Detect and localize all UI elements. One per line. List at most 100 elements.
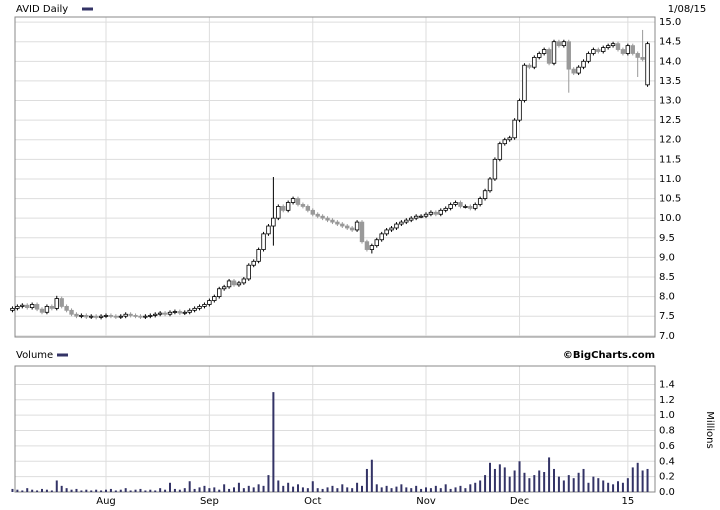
candle-body [409, 217, 414, 221]
candle-body [399, 221, 404, 225]
candle-body [325, 217, 330, 221]
candle-body [537, 53, 542, 58]
volume-bar [351, 488, 354, 492]
volume-bar [272, 392, 275, 492]
y-tick-label: 7.5 [659, 311, 675, 322]
candle-body [148, 315, 153, 317]
y-tick-label: 9.5 [659, 233, 675, 244]
candle-body [487, 178, 493, 192]
y-tick-label: 0.0 [659, 487, 675, 498]
volume-bar [538, 470, 541, 492]
volume-bar [602, 480, 605, 492]
volume-bar [331, 485, 334, 492]
volume-title: Volume [16, 350, 53, 361]
candle-body [610, 43, 616, 47]
candle-body [428, 211, 434, 215]
candle-body [320, 215, 325, 219]
candle-body [448, 204, 453, 209]
volume-bar [523, 472, 526, 492]
candle-body [635, 53, 640, 58]
candle-body [345, 225, 350, 229]
candle-body [192, 307, 197, 311]
x-tick-label: Sep [200, 496, 219, 507]
candle-body [482, 190, 488, 199]
volume-bar [597, 478, 600, 492]
candle-body [497, 143, 503, 160]
volume-bar [641, 470, 644, 492]
x-tick-label: 15 [621, 496, 634, 507]
volume-bar [242, 488, 245, 492]
volume-bar [489, 462, 491, 492]
volume-bar [193, 488, 196, 492]
candle-body [394, 223, 399, 229]
candle-body [118, 315, 123, 318]
candle-body [571, 68, 576, 74]
candle-body [438, 209, 443, 215]
candle-body [197, 306, 202, 309]
volume-bar [188, 481, 191, 492]
candle-body [413, 215, 419, 219]
volume-bar [587, 482, 590, 492]
candle-body [98, 315, 104, 318]
candle-body [640, 56, 645, 60]
volume-bar [31, 489, 34, 492]
candle-body [522, 64, 527, 101]
volume-bar [508, 476, 511, 492]
candle-body [374, 239, 379, 247]
volume-bar [134, 489, 137, 492]
candle-body [443, 207, 448, 211]
candle-body [15, 306, 20, 309]
volume-bar [636, 462, 639, 492]
volume-bar [169, 482, 171, 492]
y-tick-label: 8.5 [659, 272, 675, 283]
volume-bar [257, 484, 260, 492]
volume-bar [365, 468, 368, 492]
y-tick-label: 11.0 [659, 174, 681, 185]
volume-bar [513, 470, 516, 492]
volume-bar [631, 467, 634, 492]
candle-body [10, 307, 15, 311]
volume-bar [41, 488, 43, 492]
volume-bar [336, 488, 339, 492]
volume-bar [301, 487, 304, 492]
candle-body [182, 311, 187, 314]
x-tick-label: Aug [96, 496, 116, 507]
candle-body [512, 119, 517, 139]
volume-bar [144, 490, 147, 492]
y-tick-label: 1.2 [659, 395, 675, 406]
volume-bar [592, 476, 595, 492]
candle-body [212, 296, 217, 301]
candle-body [261, 233, 266, 250]
candle-body [79, 315, 84, 317]
volume-bar [400, 484, 403, 492]
candle-body [128, 313, 133, 316]
volume-bar [543, 472, 546, 492]
y-tick-label: 1.0 [659, 410, 675, 421]
volume-bar [326, 487, 329, 492]
candle-body [281, 206, 286, 211]
volume-bar [464, 488, 467, 492]
volume-bar [341, 484, 344, 492]
date-label: 1/08/15 [668, 4, 707, 15]
volume-bar [410, 488, 413, 492]
volume-bar [277, 480, 280, 492]
volume-bar [60, 485, 63, 492]
candle-body [601, 47, 606, 52]
volume-bar [218, 489, 221, 492]
candle-body [143, 315, 148, 318]
candle-body [517, 100, 522, 121]
y-tick-label: 9.0 [659, 252, 675, 263]
candle-body [177, 311, 183, 314]
volume-bar [208, 488, 211, 492]
volume-bar [223, 484, 226, 492]
volume-bar [370, 459, 373, 492]
y-tick-label: 0.8 [659, 426, 675, 437]
volume-bar [577, 472, 580, 492]
volume-bar [149, 489, 152, 492]
candle-body [507, 137, 512, 141]
candle-body [404, 219, 409, 223]
volume-bar [361, 485, 363, 492]
candle-body [340, 223, 345, 227]
candle-body [541, 49, 547, 54]
candle-body [581, 60, 586, 68]
